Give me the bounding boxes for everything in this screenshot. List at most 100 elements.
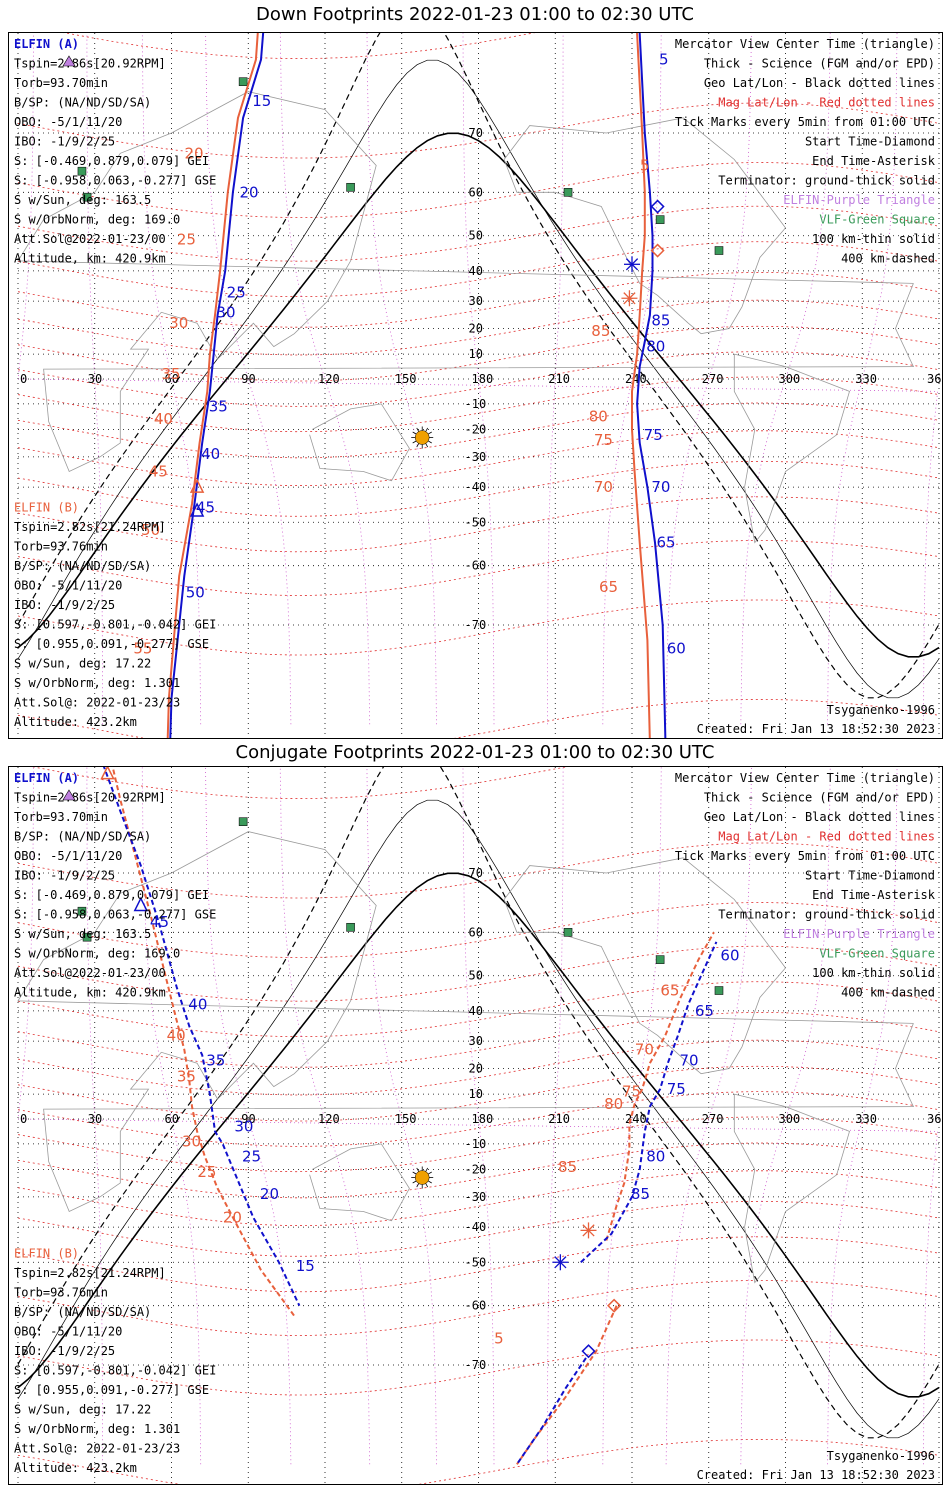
vlf-site-square — [77, 166, 87, 176]
elfin-b-info-line: Att.Sol@: 2022-01-23/23 — [14, 696, 180, 710]
elfin-b-info-line: Torb=93.76min — [14, 540, 108, 554]
coastlines — [17, 831, 915, 1284]
lat-tick-label: 60 — [469, 185, 483, 199]
mag-lat-line — [17, 981, 940, 1038]
lon-tick-label: 30 — [88, 1112, 102, 1126]
mag-lat-line — [17, 1011, 940, 1068]
legend-entry: VLF-Green Square — [819, 947, 935, 961]
elfin-b-info-line: Att.Sol@: 2022-01-23/23 — [14, 1442, 180, 1456]
coastline — [503, 857, 787, 1075]
elfin-a-time-tick-label: 50 — [186, 584, 205, 602]
coastline — [17, 831, 915, 1213]
mag-lat-line — [17, 1039, 940, 1096]
elfin-a-time-tick-label: 45 — [150, 913, 169, 931]
sun-icon — [411, 1166, 434, 1189]
elfin-a-info-line: S: [-0.958,0.063,-0.277] GSE — [14, 908, 216, 922]
elfin-a-time-tick-label: 35 — [206, 1052, 225, 1070]
coastline — [733, 1093, 850, 1284]
elfin-a-info-line: IBO: -1/9/2/25 — [14, 135, 115, 149]
elfin-b-end-asterisk — [621, 290, 638, 307]
mag-lat-line — [17, 1236, 940, 1293]
mag-lon-line — [547, 33, 564, 725]
mag-lat-line — [17, 842, 940, 899]
mag-lon-line — [740, 767, 831, 1465]
mag-lat-line — [17, 376, 940, 433]
elfin-a-name: ELFIN (A) — [14, 771, 79, 785]
lon-tick-label: 240 — [625, 372, 647, 386]
elfin-a-time-tick-label: 35 — [209, 397, 228, 415]
mag-lat-line — [17, 325, 940, 382]
mag-lat-line — [17, 205, 940, 262]
mag-lat-line — [17, 241, 940, 298]
mag-lon-line — [86, 33, 103, 725]
mag-lat-line — [17, 540, 940, 596]
elfin-b-time-tick-label: 85 — [591, 322, 610, 340]
coastline — [309, 1143, 410, 1222]
legend-entry: End Time-Asterisk — [812, 154, 936, 168]
lon-tick-label: 0 — [20, 372, 27, 386]
lon-tick-label: 300 — [779, 1112, 801, 1126]
elfin-a-time-tick-label: 80 — [646, 1148, 665, 1166]
legend-entry: ELFIN-Purple Triangle — [783, 927, 935, 941]
elfin-a-end-asterisk — [624, 256, 640, 273]
lat-tick-label: 10 — [469, 1087, 483, 1101]
elfin-a-time-tick-label: 65 — [656, 534, 675, 552]
lon-tick-label: 270 — [702, 372, 724, 386]
elfin-a-name: ELFIN (A) — [14, 37, 79, 51]
mag-lon-line — [366, 767, 437, 1465]
elfin-a-info-line: IBO: -1/9/2/25 — [14, 869, 115, 883]
elfin-a-footprint-track — [169, 33, 265, 738]
elfin-a-time-tick-label: 5 — [659, 51, 669, 69]
legend-entry: 100 km-thin solid — [812, 966, 935, 980]
mag-lon-line — [827, 33, 898, 725]
lon-tick-label: 60 — [165, 372, 179, 386]
lat-tick-label: 50 — [469, 969, 483, 983]
vlf-site-square — [714, 246, 724, 255]
elfin-b-footprint-track — [631, 33, 651, 738]
elfin-b-end-asterisk — [580, 1222, 597, 1239]
elfin-a-start-diamond — [581, 1344, 596, 1359]
elfin-a-time-tick-label: 30 — [234, 1117, 253, 1135]
lon-tick-label: 210 — [548, 372, 570, 386]
elfin-a-time-tick-label: 25 — [227, 283, 246, 301]
elfin-a-time-tick-label: 80 — [646, 338, 665, 356]
mag-lon-line — [279, 33, 371, 725]
lon-tick-label: 300 — [779, 372, 801, 386]
elfin-a-center-triangle — [189, 502, 205, 517]
elfin-a-time-tick-label: 25 — [242, 1148, 261, 1166]
legend-entry: Tick Marks every 5min from 01:00 UTC — [675, 115, 935, 129]
mag-lon-line — [17, 767, 939, 1465]
coastlines — [17, 91, 915, 544]
legend-entry: Start Time-Diamond — [805, 135, 935, 149]
mag-lon-line — [462, 33, 495, 725]
legend-entry: 100 km-thin solid — [812, 232, 935, 246]
mag-lat-line — [17, 460, 940, 517]
mag-lon-line — [279, 767, 371, 1465]
mag-lon-line — [17, 33, 939, 725]
legend-entry: Thick - Science (FGM and/or EPD) — [704, 57, 935, 71]
elfin-a-info-line: S w/OrbNorm, deg: 169.0 — [14, 947, 180, 961]
geo-latitude-grid — [17, 767, 940, 1484]
elfin-a-center-triangle — [133, 896, 149, 912]
elfin-a-info-line: S: [-0.469,0.879,0.079] GEI — [14, 154, 209, 168]
elfin-b-info-line: S w/OrbNorm, deg: 1.301 — [14, 676, 180, 690]
elfin-b-center-triangle — [100, 767, 115, 780]
elfin-b-time-tick-label: 80 — [589, 408, 608, 426]
vlf-site-square — [82, 192, 92, 202]
elfin-b-time-tick-label: 25 — [177, 231, 196, 249]
elfin-b-footprint-track — [166, 33, 259, 738]
elfin-b-info-line: S: [0.597,-0.801,-0.042] GEI — [14, 618, 216, 632]
elfin-b-info-line: OBO: -5/1/11/20 — [14, 1325, 122, 1339]
lon-tick-label: 150 — [395, 1112, 417, 1126]
lat-tick-label: -50 — [465, 1255, 487, 1269]
elfin-a-time-tick-label: 85 — [651, 312, 670, 330]
mag-lat-line — [17, 902, 940, 958]
elfin-b-info-line: S w/OrbNorm, deg: 1.301 — [14, 1422, 180, 1436]
elfin-b-name: ELFIN (B) — [14, 501, 79, 515]
legend-entry: Tick Marks every 5min from 01:00 UTC — [675, 849, 935, 863]
mag-lat-line — [17, 1116, 940, 1173]
mag-lat-line — [17, 945, 940, 1002]
mag-lon-line — [86, 767, 103, 1465]
legend-entry: Terminator: ground-thick solid — [718, 174, 935, 188]
elfin-b-time-tick-label: 45 — [149, 463, 168, 481]
